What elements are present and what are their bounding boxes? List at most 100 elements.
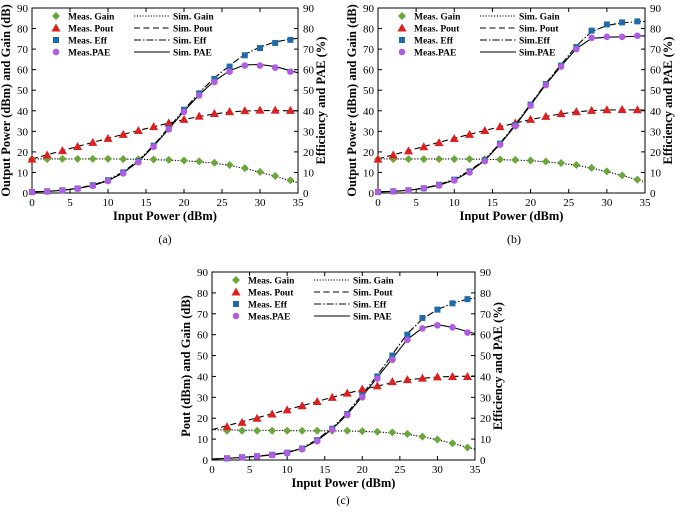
meas-eff-point	[226, 63, 233, 70]
legend-meas-label: Meas. Pout	[68, 25, 114, 35]
legend-meas-label: Meas. Eff	[248, 301, 288, 311]
meas-pae-point	[374, 375, 381, 382]
plot-frame	[377, 7, 646, 194]
meas-pout-point	[285, 105, 295, 114]
x-tick-label: 5	[67, 197, 73, 209]
meas-gain-point	[73, 154, 82, 163]
y2-axis-label: Efficiency and PAE (%)	[491, 302, 505, 430]
meas-pout-point	[209, 108, 219, 117]
x-tick-label: 10	[103, 197, 115, 209]
meas-gain-point	[541, 157, 550, 166]
meas-pout-point	[149, 122, 159, 131]
meas-gain-point	[419, 155, 428, 164]
y2-tick-label: 60	[650, 65, 662, 77]
series-gain-markers	[223, 426, 472, 452]
meas-gain-point	[418, 432, 427, 441]
y-tick-label: 70	[17, 44, 29, 56]
x-tick-label: 10	[282, 464, 294, 476]
legend: Meas. Gain Meas. Pout Meas. Eff Meas.PAE Sim…	[231, 276, 394, 323]
meas-pout-point	[255, 105, 265, 114]
meas-pae-point	[104, 177, 112, 185]
meas-pae-point	[435, 182, 443, 189]
meas-pout-point	[372, 381, 382, 390]
meas-eff-point	[272, 39, 279, 46]
meas-gain-point	[283, 426, 292, 435]
meas-gain-point	[557, 158, 566, 167]
meas-pae-point	[211, 78, 218, 86]
legend-sim-label: Sim. Eff	[173, 37, 207, 47]
y2-tick-label: 90	[650, 3, 662, 15]
legend-sim-label: Sim. PAE	[353, 313, 392, 323]
legend-marker	[231, 287, 241, 296]
y2-tick-label: 20	[303, 147, 315, 159]
y2-tick-label: 10	[650, 167, 662, 179]
meas-pout-point	[388, 150, 398, 159]
x-tick-label: 0	[209, 464, 215, 476]
series-pae-markers	[374, 32, 641, 196]
meas-pout-point	[449, 134, 459, 143]
x-axis-label: Input Power (dBm)	[113, 209, 217, 223]
legend-meas-label: Meas. Gain	[248, 277, 295, 287]
meas-pae-point	[119, 170, 127, 177]
y2-tick-label: 40	[650, 106, 662, 118]
y-tick-label: 50	[363, 85, 375, 97]
meas-pae-point	[527, 102, 534, 109]
meas-pae-point	[238, 454, 246, 461]
y2-tick-label: 0	[303, 188, 309, 200]
sim-pout-line	[211, 375, 476, 431]
meas-eff-point	[449, 300, 456, 307]
y2-tick-label: 0	[480, 455, 486, 467]
meas-pae-point	[618, 33, 626, 41]
x-tick-label: 25	[563, 197, 575, 209]
legend-sim-label: Sim. Pout	[353, 289, 393, 299]
y-tick-label: 30	[363, 126, 375, 138]
panel-caption: (c)	[336, 493, 349, 507]
x-tick-label: 20	[357, 464, 369, 476]
meas-eff-point	[257, 45, 263, 52]
y-tick-label: 10	[17, 167, 29, 179]
sim-pout-line	[377, 109, 645, 160]
meas-gain-point	[164, 155, 173, 164]
meas-pae-point	[573, 45, 580, 53]
meas-pout-point	[73, 142, 83, 151]
meas-pout-point	[312, 397, 322, 406]
meas-pae-point	[512, 122, 519, 130]
meas-pout-point	[447, 371, 457, 380]
x-tick-label: 30	[255, 197, 267, 209]
legend-marker	[232, 276, 240, 284]
y2-axis-label: Efficiency and PAE (%)	[661, 37, 675, 165]
legend-sim-label: Sim. PAE	[173, 49, 212, 59]
x-tick-label: 35	[293, 197, 305, 209]
x-tick-label: 5	[413, 197, 419, 209]
meas-pae-point	[283, 449, 291, 457]
sim-eff-line	[31, 37, 299, 193]
meas-pout-point	[465, 129, 475, 138]
meas-pout-point	[267, 409, 277, 418]
meas-gain-point	[373, 427, 382, 436]
y2-tick-label: 90	[480, 267, 492, 279]
y-tick-label: 50	[17, 85, 29, 97]
meas-pae-point	[150, 143, 157, 151]
meas-pout-point	[297, 401, 307, 410]
meas-pout-point	[57, 146, 67, 155]
meas-gain-point	[286, 176, 295, 185]
meas-pout-point	[342, 388, 352, 397]
meas-gain-point	[404, 155, 413, 164]
meas-gain-point	[210, 158, 219, 167]
panel-caption: (a)	[158, 232, 171, 246]
legend-meas-label: Meas.PAE	[68, 49, 110, 59]
x-tick-label: 20	[179, 197, 191, 209]
legend-marker	[232, 312, 240, 320]
y-tick-label: 60	[197, 330, 209, 342]
meas-gain-point	[240, 164, 249, 173]
y-tick-label: 60	[363, 65, 375, 77]
meas-pae-point	[271, 64, 279, 71]
legend-meas-label: Meas.PAE	[248, 313, 290, 323]
legend-marker	[51, 23, 61, 32]
meas-pae-point	[241, 62, 249, 69]
legend-marker	[399, 37, 405, 43]
meas-pae-point	[420, 185, 428, 192]
meas-gain-point	[104, 154, 112, 163]
meas-pae-point	[358, 394, 366, 401]
